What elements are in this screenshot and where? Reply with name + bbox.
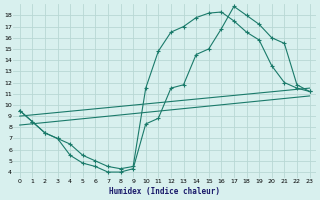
X-axis label: Humidex (Indice chaleur): Humidex (Indice chaleur) xyxy=(109,187,220,196)
